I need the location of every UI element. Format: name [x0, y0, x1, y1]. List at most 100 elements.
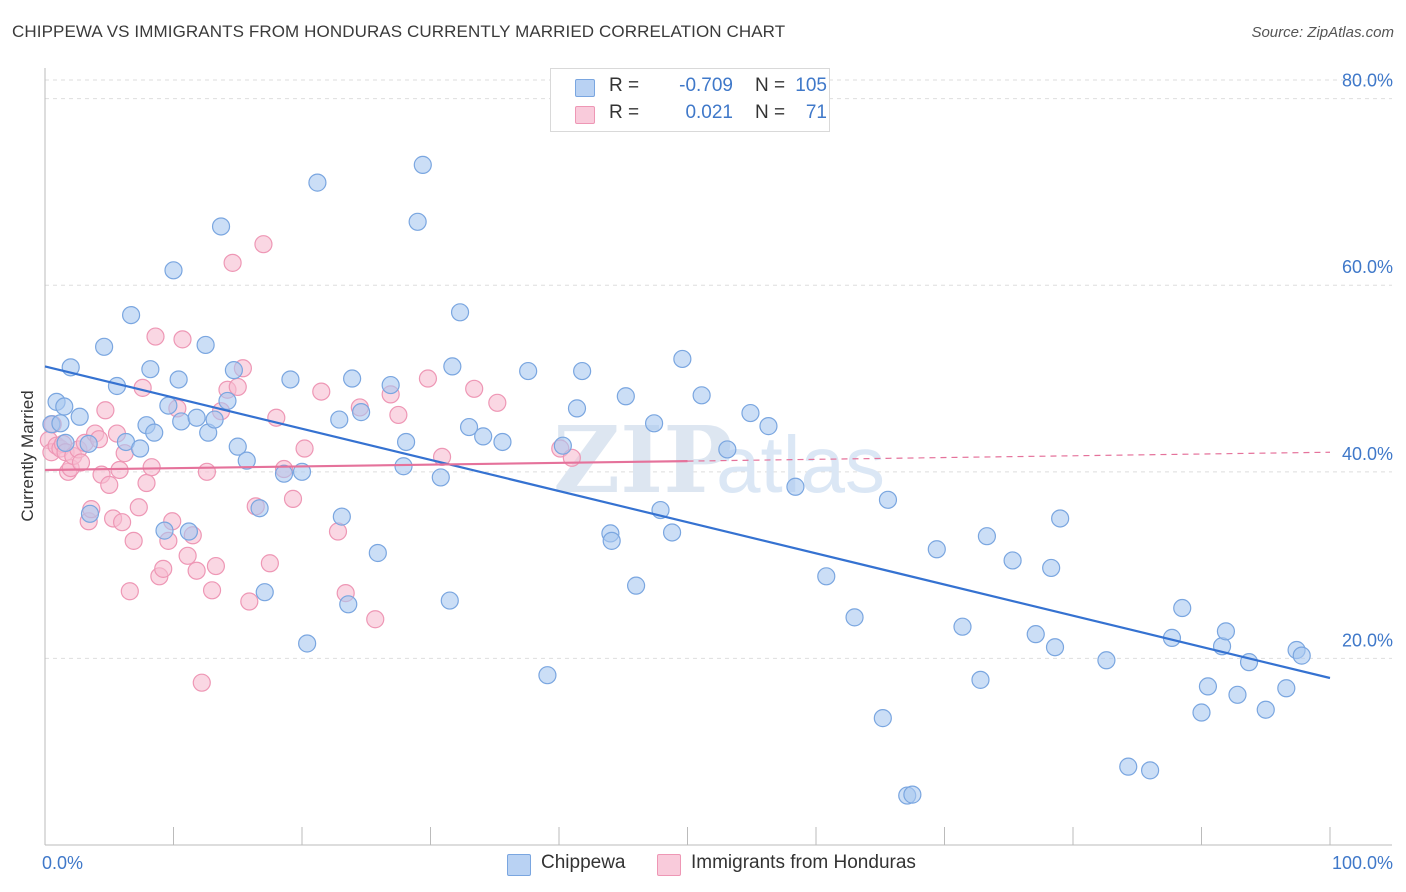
chippewa-point [1216, 622, 1236, 641]
chippewa-point [459, 417, 479, 437]
chippewa-point [224, 361, 243, 380]
honduras-point [488, 393, 507, 412]
legend-n-value: 105 [795, 75, 827, 96]
honduras-point [312, 382, 331, 401]
chippewa-point [1042, 558, 1061, 578]
honduras-point [137, 473, 156, 493]
source-credit: Source: ZipAtlas.com [1251, 24, 1394, 41]
chippewa-point [274, 464, 294, 483]
chippewa-point [332, 507, 351, 526]
chippewa-point [396, 432, 416, 452]
y-tick-label: 60.0% [1342, 257, 1393, 277]
honduras-point [187, 561, 206, 580]
honduras-point [240, 592, 259, 611]
chippewa-point [205, 410, 224, 429]
honduras-point [112, 513, 132, 532]
chippewa-point [1026, 625, 1045, 644]
chippewa-point [1003, 551, 1022, 570]
chippewa-point [1140, 761, 1160, 780]
chippewa-point [79, 434, 98, 453]
honduras-point [173, 330, 192, 349]
honduras-point [192, 673, 211, 692]
legend-r-value: -0.709 [679, 75, 733, 96]
chippewa-point [1097, 651, 1116, 670]
chippewa-point [250, 499, 269, 518]
honduras-point [124, 531, 143, 550]
chippewa-point [413, 155, 432, 174]
chippewa-point [662, 523, 682, 542]
honduras-point [465, 379, 484, 398]
chippewa-point [1051, 509, 1070, 528]
honduras-point [142, 458, 161, 477]
legend-r-value: 0.021 [685, 102, 733, 123]
honduras-trend-line [44, 460, 688, 472]
honduras-point [328, 522, 348, 541]
x-tick-label: 0.0% [42, 853, 83, 873]
chippewa-point [616, 387, 635, 406]
chippewa-point [145, 423, 164, 442]
trend-lines [44, 365, 1331, 680]
chippewa-point [817, 567, 836, 586]
legend-swatch-chippewa [575, 79, 595, 97]
chippewa-point [759, 417, 778, 436]
chippewa-point [1192, 703, 1211, 722]
chippewa-point [343, 369, 362, 388]
tick-labels: 20.0% 40.0% 60.0% 80.0% 0.0% 100.0% [42, 71, 1393, 873]
chippewa-point [187, 408, 206, 427]
legend-label-honduras: Immigrants from Honduras [691, 852, 916, 873]
chippewa-point [130, 439, 150, 458]
honduras-point [129, 498, 148, 517]
x-tick-label: 100.0% [1332, 853, 1393, 873]
chippewa-point [1292, 646, 1311, 665]
chippewa-point [1277, 679, 1296, 698]
chippewa-point [55, 397, 74, 416]
chippewa-point [493, 432, 512, 452]
chippewa-point [80, 504, 100, 523]
honduras-point [178, 546, 197, 565]
chippewa-point [953, 617, 972, 636]
chippewa-point [159, 396, 178, 415]
chart-title: CHIPPEWA VS IMMIGRANTS FROM HONDURAS CUR… [12, 22, 786, 41]
chippewa-point [1119, 757, 1138, 776]
chippewa-point [971, 670, 990, 689]
chippewa-point [602, 531, 621, 550]
chippewa-point [352, 403, 371, 422]
honduras-point [206, 556, 226, 576]
chippewa-point [169, 370, 188, 389]
honduras-point [295, 439, 314, 458]
chippewa-point [292, 462, 312, 481]
chippewa-point [339, 595, 358, 614]
honduras-point [154, 559, 173, 578]
honduras-trend-extension [687, 451, 1331, 462]
honduras-point [254, 235, 273, 254]
chippewa-point [1045, 638, 1065, 657]
chippewa-point [977, 527, 997, 546]
legend-swatch-chippewa [507, 854, 531, 876]
y-tick-label: 80.0% [1342, 71, 1393, 91]
chippewa-point [196, 335, 215, 355]
chippewa-point [155, 521, 174, 540]
honduras-point [197, 462, 217, 481]
honduras-point [283, 489, 303, 508]
honduras-point [228, 377, 247, 397]
chippewa-point [538, 666, 557, 685]
honduras-point [100, 475, 119, 494]
chippewa-point [1198, 677, 1218, 696]
y-tick-label: 40.0% [1342, 444, 1393, 464]
correlation-legend: R = -0.709 N = 105 R = 0.021 N = 71 [550, 68, 830, 132]
honduras-point [120, 582, 139, 601]
chippewa-point [786, 477, 805, 496]
chippewa-point [553, 436, 572, 455]
chippewa-point [330, 410, 349, 429]
chippewa-point [644, 414, 664, 433]
honduras-point [389, 405, 408, 425]
y-axis-label: Currently Married [18, 390, 37, 522]
legend-n-label: N = [755, 102, 786, 123]
chippewa-point [519, 361, 538, 381]
chippewa-point [298, 634, 317, 653]
chippewa-point [51, 414, 70, 433]
chippewa-point [741, 403, 760, 423]
chippewa-point [141, 360, 160, 379]
chippewa-point [179, 522, 199, 541]
